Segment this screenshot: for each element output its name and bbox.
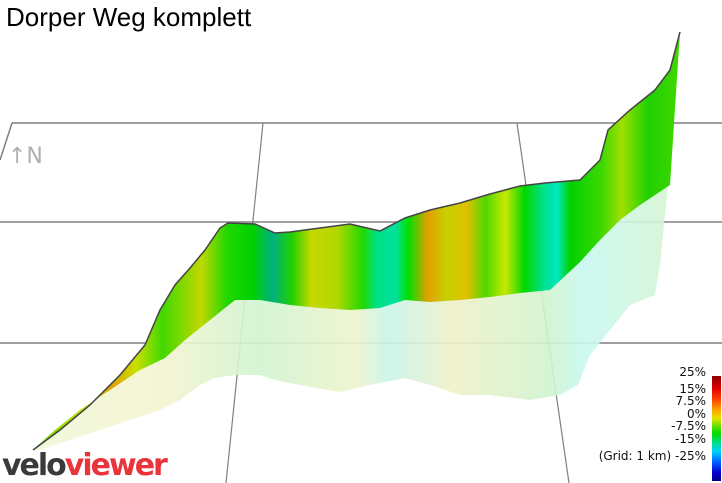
logo-velo: velo xyxy=(2,448,67,483)
legend-label: 7.5% xyxy=(675,394,707,409)
legend-label: -7.5% xyxy=(671,419,706,434)
veloviewer-logo: veloviewer xyxy=(2,448,168,483)
gradient-legend: 25% 15% 7.5% 0% -7.5% -15% (Grid: 1 km) … xyxy=(592,366,722,483)
logo-viewer: viewer xyxy=(64,448,168,483)
legend-color-bar xyxy=(712,376,721,481)
north-indicator: ↑N xyxy=(8,144,43,169)
page-title: Dorper Weg komplett xyxy=(6,2,252,32)
legend-label: 0% xyxy=(686,406,706,421)
profile-wall xyxy=(33,32,680,450)
legend-label: (Grid: 1 km) -25% xyxy=(598,448,706,463)
legend-label: 15% xyxy=(679,381,706,396)
legend-label: -15% xyxy=(674,431,706,446)
legend-labels: 25% 15% 7.5% 0% -7.5% -15% (Grid: 1 km) … xyxy=(599,366,706,462)
profile-edge xyxy=(32,31,681,451)
legend-label: 25% xyxy=(679,365,706,379)
